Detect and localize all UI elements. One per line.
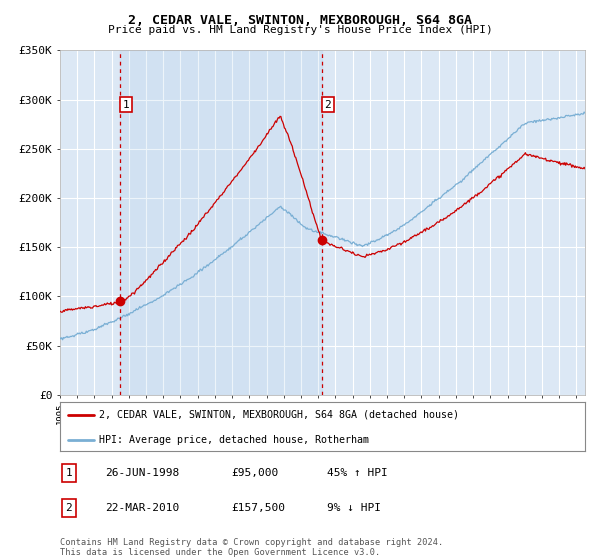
Text: 2: 2: [325, 100, 331, 110]
Text: 45% ↑ HPI: 45% ↑ HPI: [327, 468, 388, 478]
Text: Price paid vs. HM Land Registry's House Price Index (HPI): Price paid vs. HM Land Registry's House …: [107, 25, 493, 35]
Text: 2, CEDAR VALE, SWINTON, MEXBOROUGH, S64 8GA: 2, CEDAR VALE, SWINTON, MEXBOROUGH, S64 …: [128, 14, 472, 27]
Text: £95,000: £95,000: [231, 468, 278, 478]
Text: £157,500: £157,500: [231, 503, 285, 513]
Text: Contains HM Land Registry data © Crown copyright and database right 2024.
This d: Contains HM Land Registry data © Crown c…: [60, 538, 443, 557]
Text: 2, CEDAR VALE, SWINTON, MEXBOROUGH, S64 8GA (detached house): 2, CEDAR VALE, SWINTON, MEXBOROUGH, S64 …: [100, 410, 460, 420]
Text: 2: 2: [65, 503, 73, 513]
Text: 1: 1: [65, 468, 73, 478]
Bar: [120, 50, 322, 395]
Text: 1: 1: [122, 100, 129, 110]
Text: 26-JUN-1998: 26-JUN-1998: [105, 468, 179, 478]
Text: 22-MAR-2010: 22-MAR-2010: [105, 503, 179, 513]
Text: HPI: Average price, detached house, Rotherham: HPI: Average price, detached house, Roth…: [100, 435, 370, 445]
Text: 9% ↓ HPI: 9% ↓ HPI: [327, 503, 381, 513]
